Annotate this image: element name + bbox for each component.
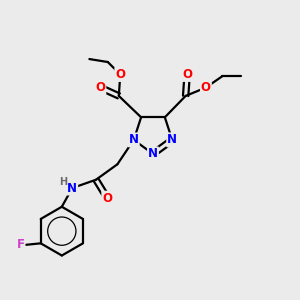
Text: N: N <box>148 147 158 161</box>
Text: O: O <box>115 68 125 81</box>
Text: N: N <box>67 182 77 194</box>
Text: N: N <box>129 134 139 146</box>
Text: F: F <box>16 238 25 251</box>
Text: H: H <box>59 176 68 187</box>
Text: O: O <box>182 68 192 81</box>
Text: O: O <box>201 81 211 94</box>
Text: O: O <box>95 81 105 94</box>
Text: O: O <box>102 192 112 205</box>
Text: N: N <box>167 134 177 146</box>
